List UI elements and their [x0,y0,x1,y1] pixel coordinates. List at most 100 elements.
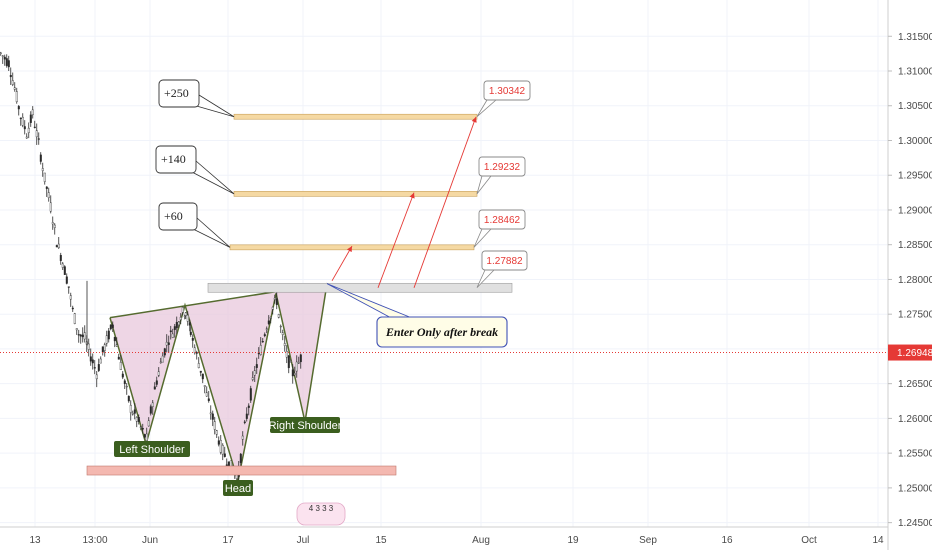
candle-body [179,317,182,320]
x-tick-label: Oct [801,535,817,546]
candle-body [53,224,56,228]
target-price-label: 1.29232 [484,162,521,173]
candle-body [155,380,158,385]
pip-target-label: +250 [164,86,189,100]
candle-body [65,276,68,284]
candle-body [279,325,282,328]
candle-body [197,363,200,368]
candle-body [201,373,204,380]
candle-body [35,130,38,138]
y-tick-label: 1.28500 [898,240,932,251]
callout-pointer [189,160,235,195]
event-marker [296,502,346,526]
candle-body [177,321,180,326]
pattern-label-bg [114,441,190,457]
candle-body [93,367,96,369]
candle-body [119,362,122,371]
y-tick-label: 1.24500 [898,518,932,529]
candle-body [0,52,2,54]
x-tick-label: 15 [375,535,387,546]
candle-body [215,430,218,435]
pattern-label: Right Shoulder [269,420,342,432]
price-callout-box [483,80,531,101]
candle-body [193,347,196,353]
candle-body [287,355,290,369]
x-tick-label: 14 [872,535,884,546]
candle-body [291,369,294,377]
y-tick-label: 1.26500 [898,379,932,390]
y-tick-label: 1.26000 [898,414,932,425]
candle-body [111,324,114,328]
target-band [233,191,478,197]
candle-body [195,352,198,354]
target-band [233,113,478,120]
candle-body [255,364,258,368]
candle-body [267,320,270,324]
candle-body [205,392,208,397]
pattern-label-bg [270,417,340,433]
pip-target-label: +60 [164,209,183,223]
candle-body [37,138,40,140]
candle-body [109,324,112,330]
candle-body [251,377,254,380]
candle-body [203,385,206,387]
candle-body [253,370,256,376]
price-callout-pointer [476,99,497,118]
candle-body [115,344,118,347]
candle-body [59,255,62,261]
candle-body [271,306,274,310]
candle-body [189,331,192,335]
target-band [229,244,475,251]
pattern-label: Head [225,483,251,495]
candle-body [41,168,44,171]
candle-body [159,361,162,364]
candle-body [83,332,86,340]
y-tick-label: 1.30000 [898,136,932,147]
candle-body [51,222,54,225]
candle-body [107,330,110,340]
candle-body [191,338,194,341]
target-callouts: +250 +140 +60 1.30342 1.29232 1.28462 1.27882 E… [155,79,531,348]
candle-body [141,428,144,430]
y-tick-label: 1.31000 [898,67,932,78]
pattern-label: Left Shoulder [119,444,185,456]
price-callout-pointer [476,175,492,195]
candle-body [265,328,268,330]
candle-body [169,330,172,333]
x-tick-label: 17 [222,535,234,546]
candle-body [19,117,22,120]
candle-body [87,343,90,350]
current-price-badge [888,344,932,361]
candle-body [21,116,24,126]
x-tick-label: Jun [142,535,158,546]
candle-body [77,334,80,336]
candle-body [135,417,138,422]
candle-body [121,373,124,378]
y-tick-label: 1.28000 [898,275,932,286]
candle-body [219,440,222,453]
candle-body [7,60,10,68]
candle-body [239,453,242,463]
target-arrow [377,192,415,288]
candle-body [261,341,264,343]
target-price-label: 1.27882 [486,256,523,267]
candle-body [165,341,168,346]
candle-body [113,336,116,342]
candle-body [67,286,70,288]
candle-body [79,334,82,337]
candle-body [137,417,140,422]
candle-body [213,421,216,430]
candle-body [133,409,136,414]
candle-body [259,345,262,355]
candle-body [47,192,50,198]
candle-body [281,332,284,335]
note-box [376,316,508,348]
price-callout-pointer [476,269,495,288]
candle-body [73,313,76,324]
candle-body [103,344,106,351]
candle-body [293,373,296,376]
candle-body [23,126,26,130]
candle-body [117,356,120,360]
